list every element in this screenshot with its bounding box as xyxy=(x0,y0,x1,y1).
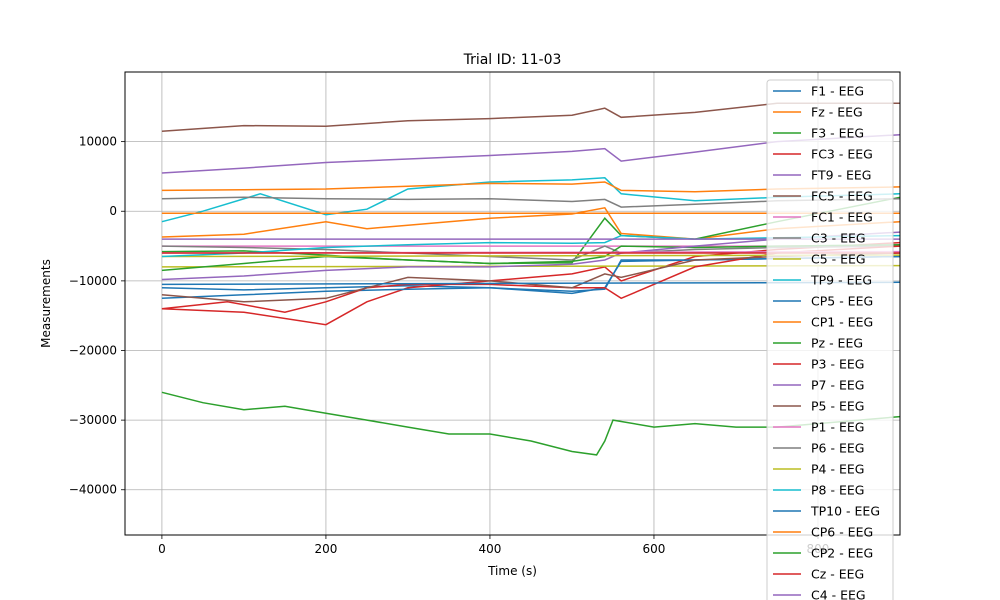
chart-title: Trial ID: 11-03 xyxy=(463,52,562,68)
y-tick-label: 0 xyxy=(109,204,117,218)
legend-label: FT9 - EEG xyxy=(811,168,872,183)
y-tick-label: −40000 xyxy=(69,483,117,497)
legend-label: FC3 - EEG xyxy=(811,147,873,162)
legend-label: F3 - EEG xyxy=(811,126,864,141)
plot-area-frame xyxy=(124,71,901,536)
legend-label: C4 - EEG xyxy=(811,588,866,600)
series-line-5 xyxy=(161,102,900,132)
legend-label: P6 - EEG xyxy=(811,441,864,456)
legend-label: P5 - EEG xyxy=(811,399,864,414)
series-line-4 xyxy=(161,133,901,174)
legend-label: P3 - EEG xyxy=(811,357,864,372)
legend-label: FC5 - EEG xyxy=(811,189,873,204)
series-line-15 xyxy=(161,252,901,303)
legend-label: CP1 - EEG xyxy=(811,315,873,330)
y-tick-label: −20000 xyxy=(69,343,117,357)
series-lines xyxy=(161,102,901,456)
y-tick-label: 10000 xyxy=(79,135,117,149)
legend-label: TP10 - EEG xyxy=(810,504,880,519)
legend-label: CP2 - EEG xyxy=(811,546,873,561)
legend: F1 - EEG Fz - EEG F3 - EEG FC3 - EEG FT9 - E… xyxy=(766,79,894,600)
y-tick-label: −10000 xyxy=(69,274,117,288)
axis-ticks: 0200400600800−40000−30000−20000−10000010… xyxy=(69,135,830,556)
series-line-14 xyxy=(161,231,901,281)
legend-label: P8 - EEG xyxy=(811,483,864,498)
series-line-11 xyxy=(161,181,901,193)
x-tick-label: 0 xyxy=(158,542,166,556)
series-line-22 xyxy=(161,391,901,456)
legend-box xyxy=(766,79,894,600)
x-tick-label: 200 xyxy=(314,542,337,556)
series-line-1 xyxy=(161,206,901,240)
legend-label: C5 - EEG xyxy=(811,252,866,267)
x-tick-label: 600 xyxy=(643,542,666,556)
legend-label: CP6 - EEG xyxy=(811,525,873,540)
legend-label: Cz - EEG xyxy=(811,567,864,582)
y-tick-label: −30000 xyxy=(69,413,117,427)
legend-label: P4 - EEG xyxy=(811,462,864,477)
series-line-17 xyxy=(161,196,901,208)
y-axis-title: Measurements xyxy=(39,259,53,348)
legend-label: CP5 - EEG xyxy=(811,294,873,309)
legend-label: FC1 - EEG xyxy=(811,210,873,225)
legend-label: P7 - EEG xyxy=(811,378,864,393)
series-line-12 xyxy=(161,243,901,272)
legend-label: Pz - EEG xyxy=(811,336,863,351)
legend-label: F1 - EEG xyxy=(811,84,864,99)
x-axis-title: Time (s) xyxy=(487,564,537,578)
series-line-13 xyxy=(161,245,901,313)
legend-label: C3 - EEG xyxy=(811,231,866,246)
legend-label: P1 - EEG xyxy=(811,420,864,435)
legend-label: TP9 - EEG xyxy=(810,273,872,288)
legend-label: Fz - EEG xyxy=(811,105,863,120)
x-tick-label: 400 xyxy=(478,542,501,556)
series-line-9 xyxy=(161,177,901,223)
